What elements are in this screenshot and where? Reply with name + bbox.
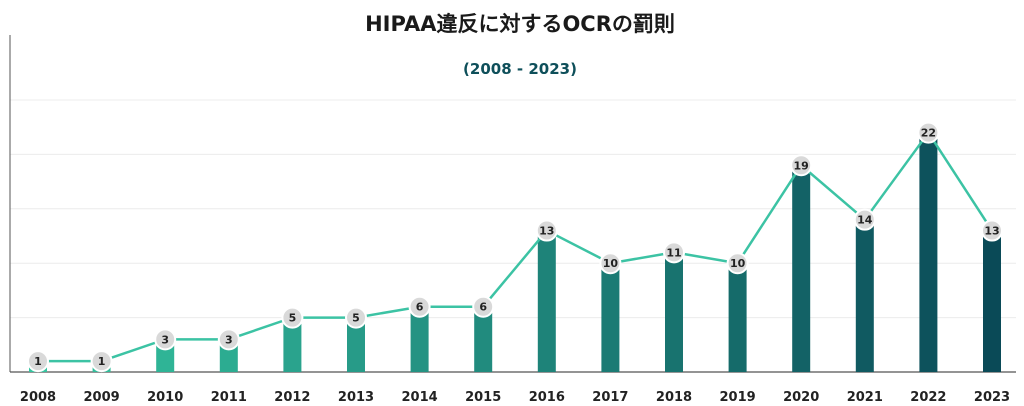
data-label: 10 — [603, 257, 619, 270]
data-marker — [90, 350, 113, 373]
data-marker — [663, 241, 685, 264]
bar-2018 — [665, 252, 683, 372]
data-marker — [472, 295, 495, 318]
data-label: 3 — [225, 333, 233, 346]
x-tick-label: 2020 — [783, 390, 819, 405]
x-tick-label: 2018 — [656, 390, 692, 405]
bar-2014 — [410, 306, 429, 372]
data-marker — [917, 121, 940, 144]
data-label: 13 — [539, 225, 554, 238]
bar-2023 — [983, 230, 1001, 372]
bar-2016 — [537, 230, 556, 372]
x-tick-label: 2012 — [274, 390, 310, 405]
bar-2022 — [919, 132, 938, 372]
x-tick-labels: 2008 2009 2010 2011 2012 2013 2014 2015 2016 2017… — [20, 390, 1010, 405]
x-tick-label: 2008 — [20, 390, 56, 405]
data-label: 14 — [857, 214, 873, 227]
data-label: 5 — [289, 312, 297, 325]
bar-2017 — [601, 263, 620, 372]
bar-2013 — [347, 317, 365, 372]
data-marker — [853, 208, 876, 231]
data-label: 19 — [794, 159, 809, 172]
data-marker — [408, 295, 431, 318]
x-tick-label: 2015 — [465, 390, 501, 405]
x-tick-label: 2022 — [910, 390, 946, 405]
grid-lines — [10, 99, 1016, 319]
data-label: 1 — [34, 355, 42, 368]
data-marker — [599, 252, 622, 275]
data-label: 3 — [161, 333, 169, 346]
trend-line — [38, 130, 994, 363]
data-label: 11 — [666, 246, 681, 259]
data-marker — [981, 219, 1003, 242]
bar-2021 — [855, 219, 874, 372]
data-marker — [726, 252, 749, 275]
data-marker — [281, 306, 304, 329]
data-marker — [27, 350, 49, 373]
x-tick-label: 2016 — [529, 390, 565, 405]
x-tick-label: 2017 — [592, 390, 628, 405]
data-label: 5 — [352, 312, 360, 325]
bar-2020 — [792, 165, 811, 372]
x-tick-label: 2010 — [147, 390, 183, 405]
data-marker — [154, 328, 177, 351]
x-tick-label: 2009 — [84, 390, 120, 405]
data-label: 1 — [98, 355, 106, 368]
data-label: 6 — [416, 301, 424, 314]
x-tick-label: 2013 — [338, 390, 374, 405]
data-marker — [535, 219, 558, 242]
x-tick-label: 2023 — [974, 390, 1010, 405]
x-tick-label: 2021 — [847, 390, 883, 405]
bar-2012 — [283, 317, 302, 372]
data-label: 10 — [730, 257, 746, 270]
x-tick-label: 2019 — [720, 390, 756, 405]
chart-title: HIPAA違反に対するOCRの罰則 — [365, 12, 675, 36]
data-label: 13 — [984, 225, 999, 238]
data-marker — [345, 306, 367, 329]
bar-2015 — [474, 306, 493, 372]
data-marker — [790, 154, 813, 177]
x-tick-label: 2014 — [402, 390, 438, 405]
data-label: 6 — [479, 301, 487, 314]
data-marker — [217, 328, 240, 351]
data-label: 22 — [921, 127, 936, 140]
bar-2019 — [728, 263, 747, 372]
chart-subtitle: (2008 - 2023) — [463, 60, 577, 78]
bars — [29, 132, 1001, 372]
x-tick-label: 2011 — [211, 390, 247, 405]
